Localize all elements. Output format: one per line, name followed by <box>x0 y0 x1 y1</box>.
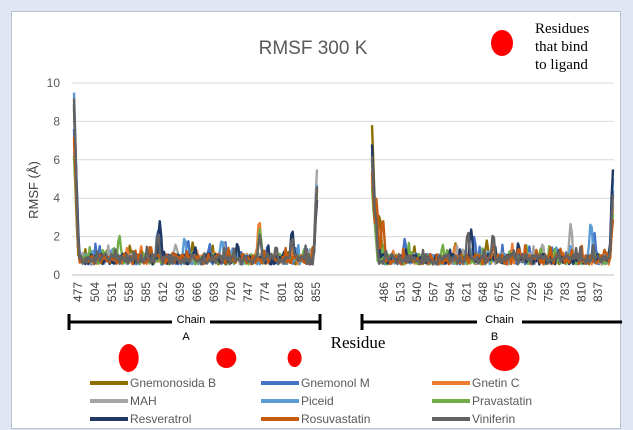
x-tick-label: 567 <box>426 282 440 302</box>
x-tick-label: 558 <box>122 282 136 302</box>
chain-indicators: Chain A Chain B <box>67 314 622 343</box>
legend-label: MAH <box>130 394 157 408</box>
annotation-line-1: Residues <box>535 21 589 37</box>
y-tick-label: 4 <box>53 191 60 205</box>
x-tick-label: 513 <box>394 282 408 302</box>
series-line-chain-a-resveratrol <box>72 104 319 266</box>
legend-label: Resveratrol <box>130 412 191 426</box>
x-tick-label: 693 <box>207 282 221 302</box>
x-axis-ticks: 477 504 531 558 585 612 639 666 693 720 747 774 801 8… <box>71 282 605 302</box>
x-tick-label: 720 <box>224 282 238 302</box>
x-tick-label: 504 <box>88 282 102 302</box>
x-tick-label: 531 <box>105 282 119 302</box>
y-tick-label: 8 <box>53 114 60 128</box>
x-tick-label: 477 <box>71 282 85 302</box>
series-line-chain-a-piceid <box>72 92 319 266</box>
binding-site-marker <box>216 348 237 368</box>
x-tick-label: 666 <box>190 282 204 302</box>
x-tick-label: 540 <box>410 282 424 302</box>
binding-site-marker <box>489 345 520 371</box>
x-tick-label: 486 <box>377 282 391 302</box>
x-tick-label: 810 <box>575 282 589 302</box>
series-line-chain-b-viniferin <box>370 155 615 266</box>
legend-label: Rosuvastatin <box>301 412 370 426</box>
x-tick-label: 756 <box>542 282 556 302</box>
x-tick-label: 801 <box>275 282 289 302</box>
x-tick-label: 639 <box>173 282 187 302</box>
legend-label: Viniferin <box>472 412 515 426</box>
series-line-chain-a-gnemonosida-b <box>72 107 319 266</box>
legend-label: Piceid <box>301 394 334 408</box>
x-tick-label: 648 <box>476 282 490 302</box>
binding-site-markers <box>118 344 520 372</box>
x-tick-label: 594 <box>443 282 457 302</box>
chart-title: RMSF 300 K <box>259 38 368 59</box>
x-tick-label: 783 <box>558 282 572 302</box>
x-tick-label: 774 <box>258 282 272 302</box>
series-line-chain-a-gnetin-c <box>72 142 319 266</box>
chain-a-label: Chain <box>177 314 206 326</box>
x-tick-label: 702 <box>509 282 523 302</box>
legend-label: Gnemonol M <box>301 376 370 390</box>
y-tick-label: 0 <box>53 268 60 282</box>
x-tick-label: 855 <box>309 282 323 302</box>
annotation-line-3: to ligand <box>535 57 588 73</box>
chart-frame: 0 2 4 6 8 10 477 504 531 558 585 612 639 666 693 720 74… <box>11 11 622 429</box>
x-axis-label: Residue <box>331 333 386 352</box>
legend-label: Gnetin C <box>472 376 520 390</box>
x-tick-label: 621 <box>459 282 473 302</box>
x-tick-label: 585 <box>139 282 153 302</box>
chain-a-label-letter: A <box>182 331 190 343</box>
annotation-marker <box>491 30 513 56</box>
x-tick-label: 729 <box>525 282 539 302</box>
series-line-chain-a-gnemonol-m <box>72 129 319 266</box>
y-tick-label: 2 <box>53 230 60 244</box>
y-axis-ticks: 0 2 4 6 8 10 <box>47 76 61 282</box>
legend-label: Gnemonosida B <box>130 376 216 390</box>
legend: Gnemonosida B Gnemonol M Gnetin C MAH Piceid… <box>90 376 532 426</box>
x-tick-label: 675 <box>492 282 506 302</box>
chain-b-label-letter: B <box>491 331 498 343</box>
y-tick-label: 6 <box>53 153 60 167</box>
y-tick-label: 10 <box>47 76 61 90</box>
series-layer <box>72 92 615 266</box>
series-line-chain-a-viniferin <box>72 98 319 266</box>
x-tick-label: 828 <box>292 282 306 302</box>
annotation-line-2: that bind <box>535 39 588 55</box>
series-line-chain-a-rosuvastatin <box>72 136 319 266</box>
binding-site-marker <box>118 344 139 372</box>
x-tick-label: 747 <box>241 282 255 302</box>
chain-b-label: Chain <box>485 314 514 326</box>
x-tick-label: 612 <box>156 282 170 302</box>
legend-label: Pravastatin <box>472 394 532 408</box>
binding-site-marker <box>287 349 302 367</box>
x-tick-label: 837 <box>591 282 605 302</box>
y-axis-label: RMSF (Å) <box>26 161 41 219</box>
